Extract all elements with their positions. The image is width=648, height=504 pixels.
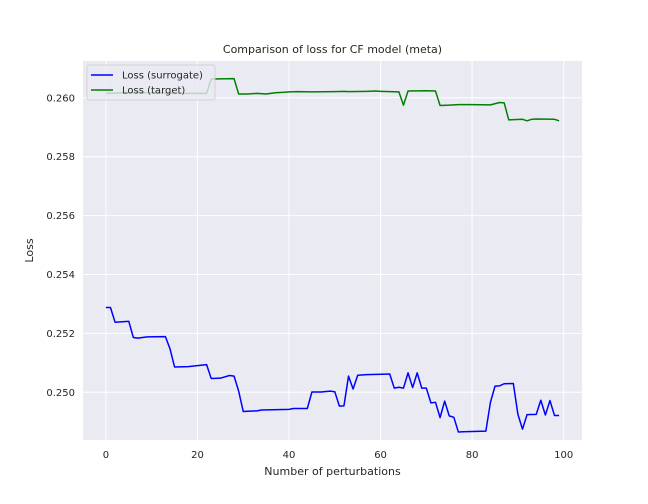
series-line-surrogate: [105, 306, 560, 433]
y-tick-label: 0.258: [46, 152, 75, 163]
y-tick-label: 0.256: [46, 211, 75, 222]
x-tick-labels: 0 20 40 60 80 100: [103, 450, 574, 461]
y-tick-label: 0.254: [46, 270, 75, 281]
chart-title: Comparison of loss for CF model (meta): [223, 43, 442, 56]
legend-label-target: Loss (target): [122, 86, 185, 97]
x-tick-label: 100: [554, 450, 573, 461]
legend-box: [86, 64, 216, 101]
plot-area: [83, 61, 582, 440]
x-tick-label: 80: [466, 450, 479, 461]
x-tick-label: 0: [103, 450, 109, 461]
y-axis-label: Loss: [23, 238, 36, 262]
y-tick-label: 0.252: [46, 329, 75, 340]
legend-label-surrogate: Loss (surrogate): [122, 71, 203, 82]
y-tick-label: 0.260: [46, 93, 75, 104]
y-tick-label: 0.250: [46, 388, 75, 399]
legend: Loss (surrogate) Loss (target): [86, 64, 216, 101]
x-tick-label: 60: [374, 450, 387, 461]
x-tick-label: 40: [283, 450, 296, 461]
grid-lines: [83, 61, 582, 440]
x-axis-label: Number of perturbations: [264, 465, 401, 478]
x-tick-label: 20: [191, 450, 204, 461]
y-tick-labels: 0.250 0.252 0.254 0.256 0.258 0.260: [46, 93, 75, 398]
